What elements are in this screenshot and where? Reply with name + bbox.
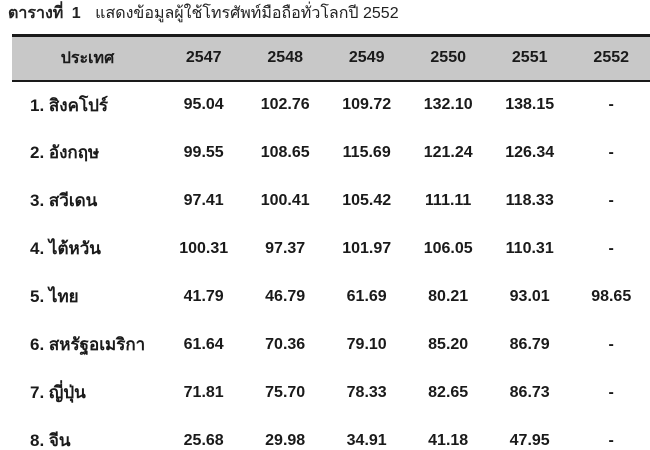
- value-cell: -: [608, 143, 614, 161]
- country-cell: 7. ญี่ปุ่น: [30, 383, 86, 402]
- value-cell: 41.18: [428, 431, 469, 449]
- table-row: 1. สิงคโปร์ 95.04 102.76 109.72 132.10 1…: [12, 81, 650, 129]
- country-cell: 5. ไทย: [30, 287, 79, 306]
- country-cell: 1. สิงคโปร์: [30, 95, 109, 115]
- value-cell: 34.91: [346, 431, 387, 449]
- value-cell: 78.33: [346, 383, 387, 401]
- value-cell: 95.04: [183, 96, 224, 113]
- value-cell: 86.79: [509, 335, 550, 353]
- value-cell: -: [608, 96, 614, 113]
- table-caption: ตารางที่ 1 แสดงข้อมูลผู้ใช้โทรศัพท์มือถื…: [8, 2, 399, 26]
- value-cell: 100.41: [260, 191, 310, 209]
- value-cell: 93.01: [509, 287, 550, 305]
- header-year: 2549: [325, 34, 408, 82]
- table-row: 7. ญี่ปุ่น 71.81 75.70 78.33 82.65 86.73…: [12, 369, 650, 417]
- value-cell: 85.20: [428, 335, 469, 353]
- value-cell: 98.65: [591, 287, 632, 305]
- value-cell: 132.10: [423, 96, 473, 113]
- header-year: 2548: [244, 34, 326, 82]
- table-row: 8. จีน 25.68 29.98 34.91 41.18 47.95 -: [12, 417, 650, 450]
- value-cell: 46.79: [265, 287, 306, 305]
- value-cell: 138.15: [505, 96, 555, 113]
- value-cell: -: [608, 431, 614, 449]
- value-cell: -: [608, 191, 614, 209]
- header-year: 2551: [488, 34, 571, 82]
- table-row: 3. สวีเดน 97.41 100.41 105.42 111.11 118…: [12, 177, 650, 225]
- table-row: 2. อังกฤษ 99.55 108.65 115.69 121.24 126…: [12, 129, 650, 177]
- value-cell: 61.64: [183, 335, 224, 353]
- country-cell: 6. สหรัฐอเมริกา: [30, 335, 146, 354]
- value-cell: 25.68: [183, 431, 224, 449]
- value-cell: 111.11: [425, 191, 472, 209]
- value-cell: 99.55: [183, 143, 224, 161]
- value-cell: 97.41: [183, 191, 224, 209]
- value-cell: 106.05: [423, 239, 473, 257]
- value-cell: 82.65: [428, 383, 469, 401]
- value-cell: 126.34: [505, 143, 555, 161]
- value-cell: 70.36: [265, 335, 306, 353]
- value-cell: 41.79: [183, 287, 224, 305]
- table-row: 6. สหรัฐอเมริกา 61.64 70.36 79.10 85.20 …: [12, 321, 650, 369]
- caption-title: แสดงข้อมูลผู้ใช้โทรศัพท์มือถือทั่วโลกปี …: [95, 5, 399, 22]
- value-cell: 102.76: [260, 96, 310, 113]
- table-row: 4. ไต้หวัน 100.31 97.37 101.97 106.05 11…: [12, 225, 650, 273]
- value-cell: 115.69: [342, 143, 391, 161]
- value-cell: -: [608, 383, 614, 401]
- value-cell: 108.65: [260, 143, 310, 161]
- value-cell: 101.97: [342, 239, 392, 257]
- value-cell: 110.31: [505, 239, 554, 257]
- value-cell: 71.81: [183, 383, 224, 401]
- header-year: 2550: [407, 34, 489, 82]
- value-cell: 47.95: [509, 431, 550, 449]
- caption-number: 1: [71, 5, 81, 22]
- caption-label: ตารางที่: [8, 5, 64, 22]
- value-cell: 109.72: [342, 96, 392, 113]
- value-cell: 29.98: [265, 431, 306, 449]
- value-cell: 118.33: [505, 191, 554, 209]
- country-cell: 2. อังกฤษ: [30, 143, 100, 162]
- value-cell: 75.70: [265, 383, 306, 401]
- value-cell: 100.31: [179, 239, 229, 257]
- value-cell: 79.10: [346, 335, 387, 353]
- value-cell: 97.37: [265, 239, 306, 257]
- country-cell: 4. ไต้หวัน: [30, 239, 101, 258]
- value-cell: 80.21: [428, 287, 469, 305]
- country-cell: 8. จีน: [30, 431, 71, 450]
- value-cell: 86.73: [509, 383, 550, 401]
- table-header-row: ประเทศ 2547 2548 2549 2550 2551 2552: [12, 34, 650, 82]
- header-year: 2552: [570, 34, 650, 82]
- mobile-users-table: ประเทศ 2547 2548 2549 2550 2551 2552 1. …: [12, 34, 650, 450]
- value-cell: 61.69: [346, 287, 387, 305]
- value-cell: -: [608, 239, 614, 257]
- header-country: ประเทศ: [12, 34, 163, 82]
- table-row: 5. ไทย 41.79 46.79 61.69 80.21 93.01 98.…: [12, 273, 650, 321]
- value-cell: 105.42: [342, 191, 392, 209]
- country-cell: 3. สวีเดน: [30, 191, 98, 210]
- value-cell: -: [608, 335, 614, 353]
- header-year: 2547: [162, 34, 245, 82]
- value-cell: 121.24: [423, 143, 473, 161]
